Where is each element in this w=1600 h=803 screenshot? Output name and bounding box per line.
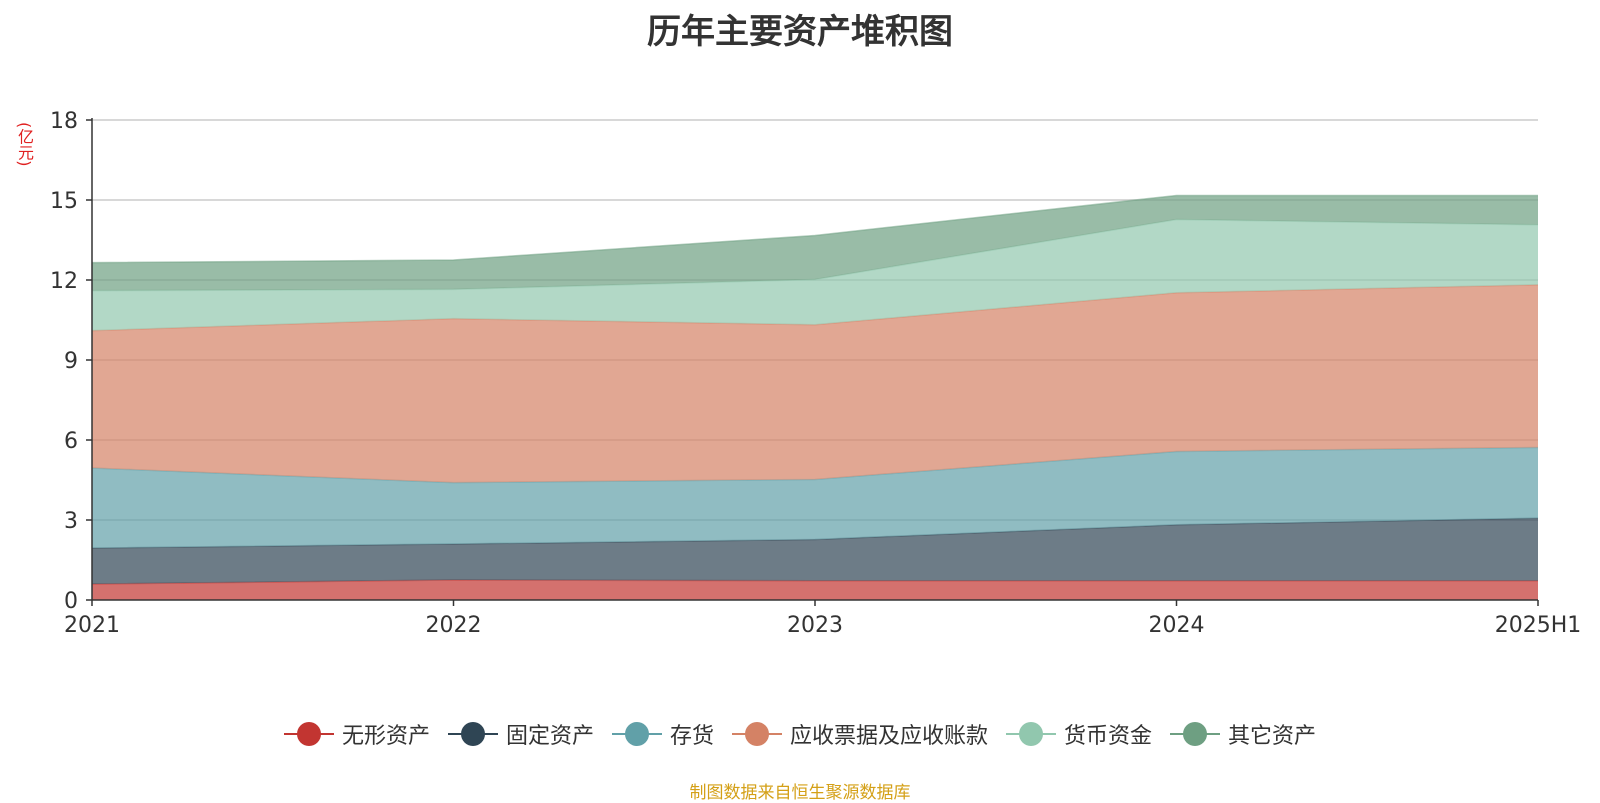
y-tick-label: 3 [64,509,78,534]
legend-label: 货币资金 [1064,724,1153,749]
data-source-note: 制图数据来自恒生聚源数据库 [689,783,911,803]
legend-label: 应收票据及应收账款 [790,724,989,749]
legend-item[interactable]: 无形资产 [283,718,430,750]
legend: 无形资产 固定资产 存货 应收票据及应收账款 货币资金 其它资产 [0,718,1600,750]
legend-item[interactable]: 固定资产 [447,718,594,750]
legend-marker-icon [611,721,662,747]
legend-marker-icon [447,721,498,747]
legend-label: 无形资产 [341,724,430,749]
y-tick-label: 0 [64,589,78,614]
chart-title: 历年主要资产堆积图 [647,12,953,52]
legend-item[interactable]: 存货 [611,718,714,750]
y-tick-label: 9 [64,349,78,374]
y-tick-label: 15 [50,189,78,214]
area-series [91,194,1539,600]
legend-item[interactable]: 应收票据及应收账款 [732,718,988,750]
legend-marker-icon [732,721,782,747]
legend-item[interactable]: 货币资金 [1006,718,1152,750]
area-series-3 [92,284,1538,483]
legend-marker-icon [283,721,334,747]
legend-marker-icon [1170,721,1221,747]
legend-label: 其它资产 [1228,724,1317,749]
x-tick-label: 2024 [1149,613,1205,638]
area-series-2 [92,447,1538,548]
area-series-1 [92,518,1538,584]
area-series-0 [92,580,1538,600]
x-tick-label: 2025H1 [1495,613,1582,638]
y-tick-label: 18 [50,109,78,134]
x-tick-label: 2022 [426,613,482,638]
x-tick-label: 2021 [64,613,120,638]
y-tick-label: 6 [64,429,78,454]
area-series-4 [92,219,1538,331]
axes: 0 3 6 9 12 15 18 2021 2022 2023 2024 2025H1 [50,109,1581,638]
x-tick-label: 2023 [787,613,843,638]
legend-label: 固定资产 [505,724,594,749]
y-tick-label: 12 [50,269,78,294]
y-axis-unit-label: (亿元) [15,122,34,167]
area-series-5 [92,195,1538,291]
legend-item[interactable]: 其它资产 [1170,718,1316,750]
area-top-line-5 [91,194,1538,264]
legend-label: 存货 [669,724,714,749]
legend-marker-icon [1006,721,1057,747]
area-top-line-2 [91,446,1539,484]
